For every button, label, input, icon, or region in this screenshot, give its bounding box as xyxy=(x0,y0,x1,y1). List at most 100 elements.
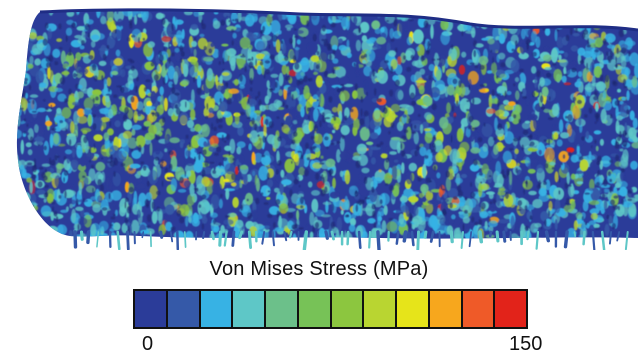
pore-speck xyxy=(228,19,231,23)
stress-speck xyxy=(2,198,5,208)
stress-speck xyxy=(161,35,172,43)
stress-speck xyxy=(422,121,429,129)
pore-speck xyxy=(308,115,310,120)
stress-speck xyxy=(192,212,199,224)
pore-speck xyxy=(192,76,196,83)
stress-speck xyxy=(282,42,287,55)
stress-speck xyxy=(567,184,575,198)
stress-speck xyxy=(5,59,9,63)
stress-speck xyxy=(121,142,129,157)
stress-speck xyxy=(411,120,422,125)
stress-speck xyxy=(26,210,30,221)
stress-speck xyxy=(459,221,471,234)
stress-speck xyxy=(554,198,561,214)
strand xyxy=(316,231,320,237)
stress-speck xyxy=(75,206,84,211)
stress-speck xyxy=(19,219,30,231)
stress-speck xyxy=(443,191,448,199)
stress-speck xyxy=(50,211,55,221)
pore-speck xyxy=(620,47,627,54)
stress-speck xyxy=(0,144,2,152)
stress-speck xyxy=(490,180,496,187)
pore-speck xyxy=(237,164,240,171)
pore-speck xyxy=(247,58,252,61)
stress-speck xyxy=(77,115,88,124)
stress-speck xyxy=(237,126,244,137)
stress-speck xyxy=(18,39,27,48)
pore-speck xyxy=(466,99,470,103)
stress-speck xyxy=(203,107,210,117)
stress-speck xyxy=(390,136,401,141)
pore-speck xyxy=(54,61,59,66)
pore-speck xyxy=(289,189,293,197)
stress-speck xyxy=(406,36,413,46)
pore-speck xyxy=(135,85,138,93)
stress-speck xyxy=(541,17,545,24)
pore-speck xyxy=(88,55,94,60)
stress-speck xyxy=(516,169,523,180)
stress-speck xyxy=(362,207,372,212)
stress-speck xyxy=(266,179,274,188)
pore-speck xyxy=(93,75,98,82)
stress-speck xyxy=(616,190,624,196)
pore-speck xyxy=(46,62,51,69)
pore-speck xyxy=(376,143,381,148)
stress-speck xyxy=(313,108,319,122)
stress-speck xyxy=(296,39,301,45)
pore-speck xyxy=(593,95,599,101)
pore-speck xyxy=(107,87,111,92)
strand xyxy=(495,230,500,243)
stress-speck xyxy=(440,19,449,31)
stress-speck xyxy=(24,9,28,22)
pore-speck xyxy=(256,95,259,99)
pore-speck xyxy=(501,169,505,178)
pore-speck xyxy=(324,117,331,120)
pore-speck xyxy=(302,36,306,39)
pore-speck xyxy=(478,219,483,226)
pore-speck xyxy=(411,131,417,134)
pore-speck xyxy=(156,206,161,212)
stress-speck xyxy=(147,41,155,48)
stress-speck xyxy=(296,209,300,221)
stress-speck xyxy=(249,38,257,42)
stress-speck xyxy=(121,223,128,234)
stress-speck xyxy=(492,9,501,20)
stress-speck xyxy=(1,70,6,78)
pore-speck xyxy=(154,156,160,161)
strand xyxy=(429,230,435,243)
pore-speck xyxy=(82,175,86,178)
stress-speck xyxy=(386,42,391,53)
stress-speck xyxy=(239,37,251,49)
strand xyxy=(478,230,484,244)
stress-speck xyxy=(487,136,495,147)
stress-speck xyxy=(496,192,501,207)
stress-speck xyxy=(77,108,85,117)
pore-speck xyxy=(473,40,477,47)
stress-speck xyxy=(108,202,115,210)
stress-speck xyxy=(340,125,350,136)
pore-speck xyxy=(110,154,113,163)
strand xyxy=(247,230,253,249)
stress-speck xyxy=(502,150,513,164)
pore-speck xyxy=(471,127,478,130)
stress-speck xyxy=(412,215,423,225)
pore-speck xyxy=(222,57,225,65)
stress-speck xyxy=(570,173,576,180)
pore-speck xyxy=(26,199,32,205)
stress-speck xyxy=(498,13,508,26)
stress-speck xyxy=(133,110,138,123)
pore-speck xyxy=(517,200,523,207)
pore-speck xyxy=(218,61,221,65)
pore-speck xyxy=(255,58,257,67)
stress-speck xyxy=(97,195,103,203)
strand xyxy=(544,230,550,243)
stress-speck xyxy=(370,157,376,165)
stress-speck xyxy=(339,90,350,102)
pore-speck xyxy=(353,62,356,67)
stress-speck xyxy=(482,143,489,152)
stress-speck xyxy=(502,99,510,105)
pore-speck xyxy=(319,120,322,128)
stress-speck xyxy=(383,205,388,216)
stress-speck xyxy=(47,28,52,40)
pore-speck xyxy=(450,44,454,50)
